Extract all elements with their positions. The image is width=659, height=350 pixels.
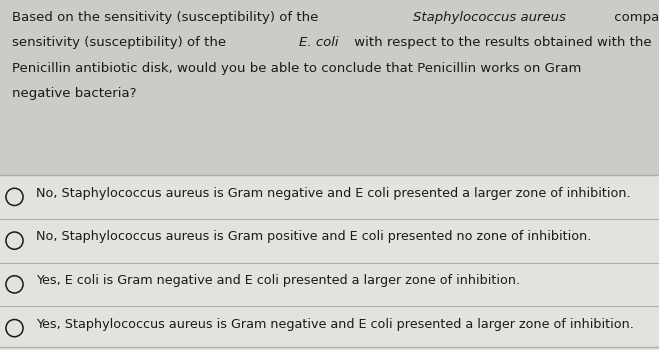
Text: Based on the sensitivity (susceptibility) of the: Based on the sensitivity (susceptibility… bbox=[12, 10, 322, 23]
Text: Yes, E coli is Gram negative and E coli presented a larger zone of inhibition.: Yes, E coli is Gram negative and E coli … bbox=[36, 274, 521, 287]
Text: No, Staphylococcus aureus is Gram negative and E coli presented a larger zone of: No, Staphylococcus aureus is Gram negati… bbox=[36, 187, 631, 199]
Text: Yes, Staphylococcus aureus is Gram negative and E coli presented a larger zone o: Yes, Staphylococcus aureus is Gram negat… bbox=[36, 318, 634, 331]
Text: E. coli: E. coli bbox=[299, 36, 339, 49]
Text: Penicillin antibiotic disk, would you be able to conclude that Penicillin works : Penicillin antibiotic disk, would you be… bbox=[12, 62, 581, 75]
Bar bbox=[0, 175, 659, 350]
Text: sensitivity (susceptibility) of the: sensitivity (susceptibility) of the bbox=[12, 36, 235, 49]
Text: compared with the: compared with the bbox=[610, 10, 659, 23]
Text: Staphylococcus aureus: Staphylococcus aureus bbox=[413, 10, 565, 23]
Text: with respect to the results obtained with the: with respect to the results obtained wit… bbox=[350, 36, 652, 49]
Text: negative bacteria?: negative bacteria? bbox=[12, 87, 136, 100]
Text: No, Staphylococcus aureus is Gram positive and E coli presented no zone of inhib: No, Staphylococcus aureus is Gram positi… bbox=[36, 230, 592, 243]
